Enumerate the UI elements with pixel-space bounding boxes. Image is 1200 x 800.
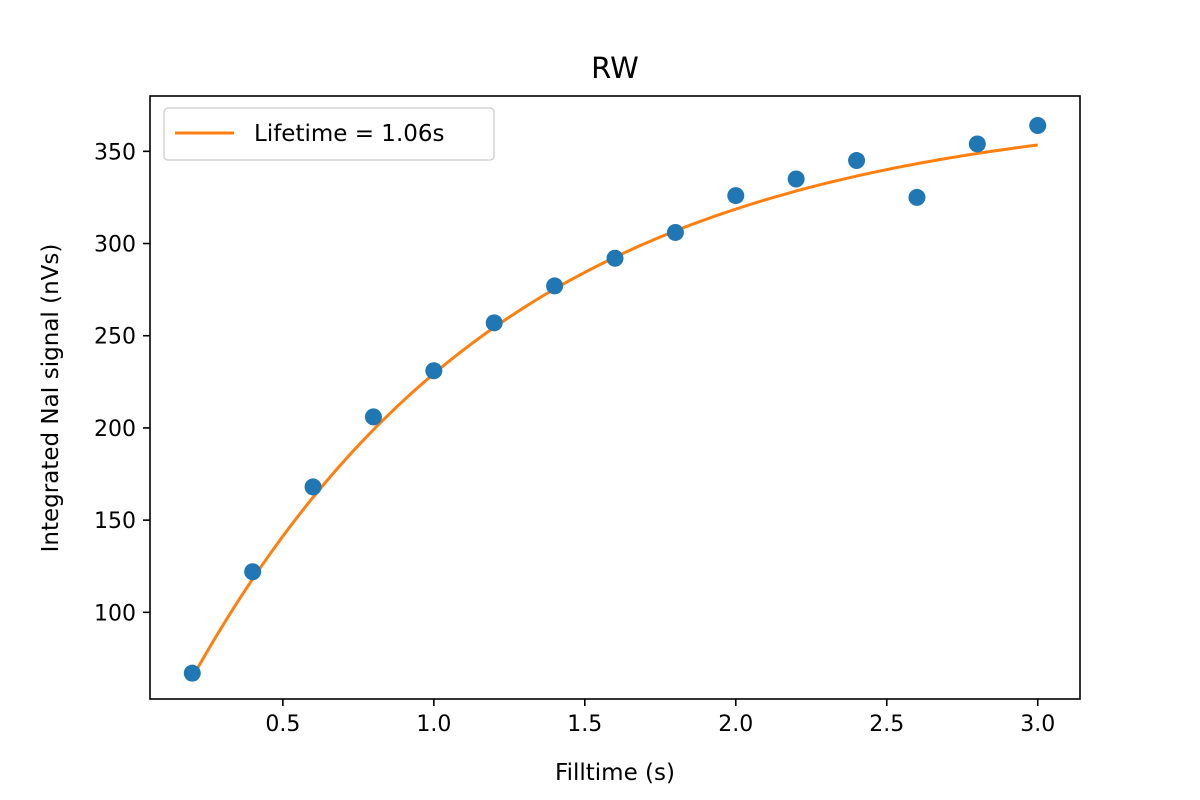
data-point xyxy=(787,170,805,188)
x-tick-label: 2.5 xyxy=(869,712,904,737)
x-tick-label: 1.0 xyxy=(416,712,451,737)
data-point xyxy=(908,188,926,206)
legend: Lifetime = 1.06s xyxy=(163,107,495,161)
data-point xyxy=(425,362,443,380)
chart-title: RW xyxy=(591,51,639,85)
data-point xyxy=(666,223,684,241)
data-point xyxy=(364,408,382,426)
data-point xyxy=(244,563,262,581)
legend-entry-label: Lifetime = 1.06s xyxy=(254,121,445,147)
x-axis-label: Filltime (s) xyxy=(555,760,675,786)
x-tick-label: 1.5 xyxy=(567,712,602,737)
y-tick-label: 300 xyxy=(94,233,136,258)
y-tick-label: 150 xyxy=(94,509,136,534)
plot-area-frame xyxy=(149,95,1081,700)
data-point xyxy=(183,664,201,682)
data-point xyxy=(606,249,624,267)
legend-frame xyxy=(163,107,495,161)
y-tick-label: 100 xyxy=(94,601,136,626)
axes-ticks: 0.5 1.0 1.5 2.0 2.5 3.0 100 150 200 250 300 350 xyxy=(94,140,1055,737)
data-point xyxy=(1029,117,1047,135)
data-point xyxy=(485,314,503,332)
x-tick-label: 0.5 xyxy=(265,712,300,737)
y-axis-label: Integrated NaI signal (nVs) xyxy=(38,244,64,553)
plot-marks xyxy=(183,117,1047,682)
x-tick-label: 2.0 xyxy=(718,712,753,737)
y-tick-label: 350 xyxy=(94,140,136,165)
x-tick-label: 3.0 xyxy=(1020,712,1055,737)
data-point xyxy=(304,478,322,496)
data-point xyxy=(727,187,745,205)
data-point xyxy=(546,277,564,295)
y-tick-label: 200 xyxy=(94,417,136,442)
y-tick-label: 250 xyxy=(94,325,136,350)
data-point xyxy=(848,152,866,170)
data-point xyxy=(968,135,986,153)
fit-curve-line xyxy=(190,143,1038,679)
